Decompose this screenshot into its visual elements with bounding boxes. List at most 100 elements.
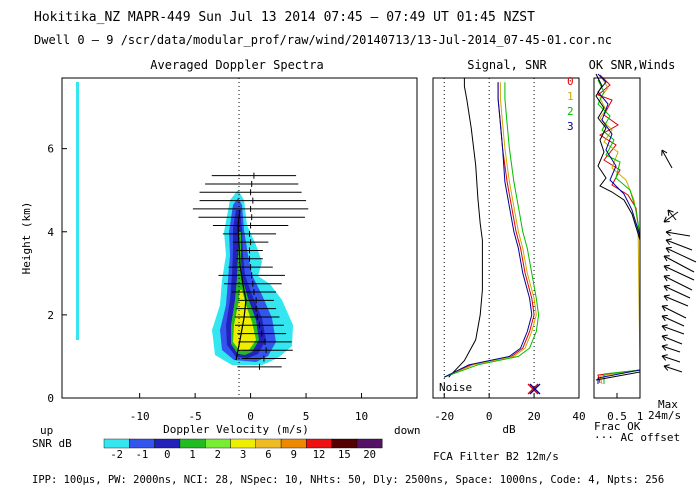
wind-barb-head (663, 275, 670, 282)
wind-barb (663, 255, 695, 273)
spectra-xlabel: Doppler Velocity (m/s) (163, 423, 309, 436)
wind-barb (661, 345, 681, 353)
wind-barb-head (667, 209, 674, 216)
legend-beam-1: 1 (567, 90, 574, 103)
colorbar-cell (255, 438, 282, 449)
snr-x-tick-label: 40 (572, 410, 585, 423)
wind-barb (663, 285, 691, 299)
wind-barb (665, 231, 691, 237)
colorbar-level-label: 0 (164, 449, 170, 461)
wind-barb (661, 305, 687, 319)
ok-x-tick-label: 1 (637, 410, 644, 423)
colorbar-level-label: 6 (265, 449, 271, 461)
wind-barb-head (661, 344, 668, 351)
up-label: up (40, 424, 53, 437)
colorbar-level-label: 12 (313, 449, 326, 461)
colorbar-cell (356, 438, 383, 449)
colorbar-cell (129, 438, 155, 449)
spectra-frame (61, 77, 418, 399)
wind-barb-head (661, 305, 668, 312)
legend-beam-3: 3 (567, 120, 574, 133)
wind-barb-head (665, 246, 672, 254)
wind-barb-head (663, 264, 670, 272)
wind-barb (661, 149, 673, 169)
colorbar-level-label: 9 (291, 449, 297, 461)
spectra-ylabel: Height (km) (20, 202, 33, 275)
wind-barb (663, 365, 683, 373)
colorbar-cell (179, 438, 206, 449)
x-tick-label: -5 (189, 410, 202, 423)
x-tick-label: 0 (247, 410, 254, 423)
wind-barb-head (661, 354, 668, 361)
frac-ok-label: Frac OK (594, 420, 641, 433)
colorbar-level-label: 1 (189, 449, 195, 461)
wind-barbs (661, 149, 697, 373)
frac-ok-yellow (599, 77, 641, 385)
max-speed-label: 24m/s (648, 409, 681, 422)
fca-filter-label: FCA Filter B2 12m/s (433, 450, 559, 463)
spectra-panel: -10 -5 0 5 10 0 2 4 6 Doppler Velocity (m/s) Hei… (20, 77, 421, 437)
snr-series-line (443, 82, 533, 378)
wind-barb (665, 247, 697, 263)
colorbar-cell (230, 438, 256, 449)
colorbar-cell (331, 438, 358, 449)
noise-marker-x (529, 383, 541, 395)
wind-barb (661, 315, 685, 327)
snr-x-tick-label: 0 (486, 410, 493, 423)
wind-barb-head (663, 284, 670, 292)
spectra-heatmap (76, 82, 293, 365)
wind-barb (661, 355, 681, 363)
y-tick-label: 0 (47, 392, 54, 405)
footer-parameters: IPP: 100μs, PW: 2000ns, NCI: 28, NSpec: … (32, 474, 664, 486)
ok-snr-winds-title: OK SNR,Winds (589, 58, 676, 72)
wind-barb (663, 265, 695, 281)
frac-ok-blue (597, 73, 641, 384)
colorbar-level-label: 2 (215, 449, 221, 461)
snr-dotted-grid (443, 78, 535, 398)
spectra-title: Averaged Doppler Spectra (150, 58, 323, 72)
colorbar-level-label: 3 (240, 449, 246, 461)
noise-markers (527, 383, 541, 395)
wind-barb-head (663, 294, 670, 301)
frac-ok-red (597, 74, 641, 384)
wind-barb (663, 295, 689, 307)
snr-series (443, 78, 540, 378)
wind-barb-head (663, 364, 670, 371)
y-tick-label: 2 (47, 309, 54, 322)
snr-series-line (448, 78, 483, 378)
x-tick-label: 5 (303, 410, 310, 423)
snr-x-tick-label: -20 (434, 410, 454, 423)
wind-barb-head (661, 334, 668, 341)
snr-x-tick-label: 20 (527, 410, 540, 423)
wind-barb (661, 335, 683, 345)
y-tick-label: 4 (47, 226, 54, 239)
wind-barb (667, 209, 677, 221)
ok-x-tick-label: 0.5 (607, 410, 627, 423)
legend-beam-0: 0 (567, 75, 574, 88)
snr-series-line (444, 82, 540, 378)
spectral-peak-trace (235, 209, 247, 361)
ok-snr-winds-panel: 0.5 1 Frac OK ··· AC offset Max 24m/s (593, 73, 697, 444)
down-label: down (394, 424, 421, 437)
legend-beam-2: 2 (567, 105, 574, 118)
noise-label: Noise (439, 381, 472, 394)
wind-barb-head (663, 255, 670, 262)
wind-barb (665, 239, 693, 251)
snr-colorbar: SNR dB -2 -1 0 1 2 3 6 9 12 15 20 (32, 437, 383, 461)
colorbar-cell (204, 438, 231, 449)
snr-contour-3 (233, 290, 256, 351)
ok-axes: 0.5 1 (607, 393, 643, 423)
signal-snr-title: Signal, SNR (467, 58, 547, 72)
signal-snr-panel: -20 0 20 40 Noise dB 0 1 2 3 FCA Filter B2 … (432, 75, 586, 463)
wind-barb (663, 275, 693, 291)
colorbar-cells (103, 438, 383, 449)
wind-barb-head (661, 314, 668, 322)
wind-barb-head (661, 324, 668, 331)
colorbar-cell (103, 438, 130, 449)
header-dwell-path: Dwell 0 – 9 /scr/data/modular_prof/raw/w… (34, 33, 612, 47)
colorbar-cell (280, 438, 307, 449)
noise-marker-x (527, 383, 539, 395)
max-label: Max (658, 398, 678, 411)
x-tick-label: -10 (130, 410, 150, 423)
snr-xlabel: dB (502, 423, 516, 436)
